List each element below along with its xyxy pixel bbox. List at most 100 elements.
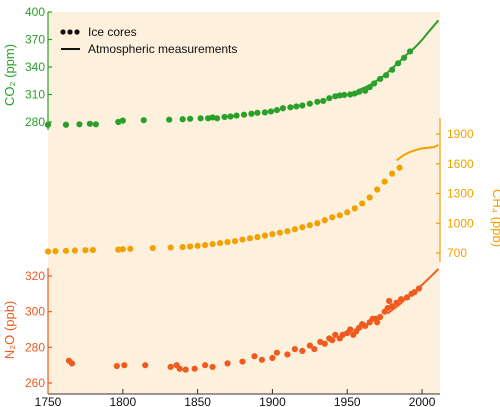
ch4-ice-core-point [246,235,254,242]
co2-ice-core-point [293,103,300,110]
ch4-ice-core-point [344,209,351,216]
ch4-tick-label: 1000 [447,216,474,230]
plot-background [48,12,440,394]
n2o-tick-label: 320 [25,269,45,283]
ch4-ice-core-point [179,243,186,251]
ch4-ice-core-point [261,232,269,239]
ch4-ice-core-point [209,240,216,248]
x-axis: 1750 1800 1850 1900 1950 2000 [35,389,440,407]
ch4-ice-core-point [44,248,52,255]
ch4-ice-core-point [119,246,126,253]
n2o-ice-core-point [332,331,339,338]
co2-ice-core-point [341,91,348,99]
n2o-ice-core-point [273,349,281,356]
y-axis-label-co2: CO₂ (ppm) [2,44,17,106]
co2-ice-core-point [273,106,281,114]
ch4-ice-core-point [396,164,403,171]
ch4-ice-core-point [321,217,328,224]
co2-tick-label: 370 [25,33,45,47]
n2o-tick-label: 300 [25,305,45,319]
n2o-ice-core-point [209,363,216,371]
ch4-ice-core-point [329,214,336,221]
co2-ice-core-point [119,117,126,124]
x-tick-label: 2000 [409,395,436,407]
legend: Ice cores Atmospheric measurements [60,25,237,56]
ch4-ice-core-point [187,243,194,250]
n2o-ice-core-point [347,326,354,333]
ch4-ice-core-point [239,236,246,243]
co2-tick-label: 340 [25,60,45,74]
n2o-ice-core-point [239,358,246,365]
ch4-ice-core-point [276,229,284,236]
ch4-tick-label: 1600 [447,157,474,171]
ch4-ice-core-point [366,194,373,201]
ch4-ice-core-point [359,200,366,207]
legend-entry-atmospheric: Atmospheric measurements [61,42,237,56]
ch4-ice-core-point [284,228,291,235]
n2o-ice-core-point [167,363,174,371]
co2-ice-core-point [197,115,204,122]
n2o-ice-core-point [191,365,198,372]
co2-tick-label: 310 [25,88,45,102]
co2-ice-core-point [233,112,240,119]
ch4-ice-core-point [291,226,298,233]
ch4-ice-core-point [52,248,59,255]
x-tick-label: 1750 [35,395,62,407]
co2-ice-core-point [76,121,83,128]
ch4-ice-core-point [167,244,174,251]
n2o-ice-core-point [291,346,298,353]
legend-dot-marker [67,29,73,35]
n2o-ice-core-point [201,362,209,369]
co2-ice-core-point [254,109,261,116]
n2o-atmospheric-line [386,268,440,315]
legend-label-ice-cores: Ice cores [88,25,137,39]
ch4-ice-core-point [254,234,261,241]
ch4-ice-core-point [82,247,89,254]
co2-ice-core-point [221,113,228,121]
n2o-ice-core-point [68,360,76,367]
n2o-ice-core-point [142,362,149,369]
n2o-ice-core-point [121,362,128,369]
co2-ice-core-point [299,102,306,109]
legend-dot-marker [74,29,80,35]
n2o-ice-core-point [269,354,276,362]
n2o-ice-core-point [299,347,306,354]
co2-ice-core-point [248,110,255,117]
ch4-ice-core-point [216,239,224,247]
ch4-ice-core-point [381,178,388,185]
x-tick-label: 1950 [334,395,361,407]
n2o-ice-core-point [311,346,318,353]
co2-ice-core-point [261,109,269,116]
n2o-tick-label: 260 [25,376,45,390]
y-axis-label-n2o: N₂O (ppb) [2,301,17,360]
n2o-ice-core-point [321,340,328,347]
co2-ice-core-point [62,121,70,128]
ch4-tick-label: 700 [447,246,467,260]
ch4-tick-label: 1300 [447,187,474,201]
ch4-ice-core-point [71,247,79,254]
x-tick-label: 1800 [109,395,136,407]
co2-ice-core-point [240,111,248,118]
co2-ice-core-point [320,97,327,105]
ch4-ice-core-point [299,224,306,231]
co2-ice-core-point [227,113,234,120]
ch4-ice-core-point [374,186,381,193]
co2-ice-core-point [279,105,287,112]
co2-tick-label: 400 [25,5,45,19]
ch4-ice-core-point [194,242,201,249]
n2o-ice-core-point [251,353,258,360]
ch4-tick-label: 1900 [447,127,474,141]
co2-ice-core-point [140,117,147,124]
n2o-ice-core-point [182,366,189,373]
ch4-ice-core-point [336,212,343,219]
ch4-ice-core-point [127,245,134,252]
legend-entry-ice-cores: Ice cores [60,25,137,39]
ch4-ice-core-point [231,238,239,245]
n2o-tick-label: 280 [25,340,45,354]
co2-atmospheric-line [358,19,440,91]
n2o-ice-core-point [284,351,291,358]
n2o-ice-core-point [258,356,266,363]
co2-ice-core-point [306,100,313,107]
